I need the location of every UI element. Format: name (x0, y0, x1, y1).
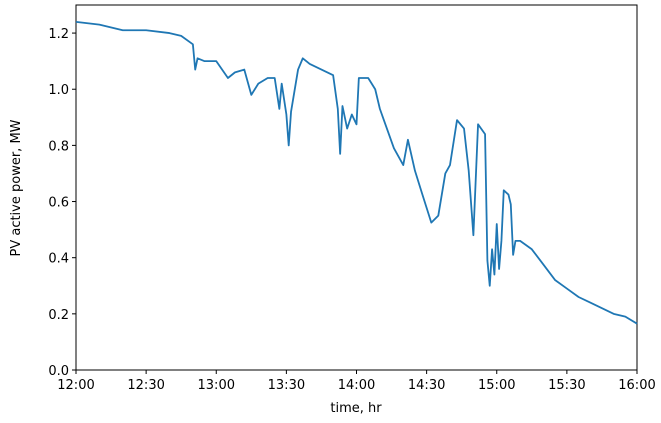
x-tick-label: 12:30 (127, 378, 164, 393)
x-tick-label: 13:30 (268, 378, 305, 393)
data-line (75, 20, 638, 325)
x-tick-label: 15:00 (478, 378, 515, 393)
y-tick-label: 0.4 (48, 252, 69, 267)
y-tick-label: 0.0 (48, 364, 69, 379)
y-tick-label: 0.8 (48, 139, 69, 154)
plot-frame (75, 4, 638, 371)
x-tick-label: 12:00 (57, 378, 94, 393)
x-tick-label: 14:00 (338, 378, 375, 393)
y-tick-label: 1.0 (48, 83, 69, 98)
x-tick-label: 13:00 (198, 378, 235, 393)
y-tick-label: 0.6 (48, 196, 69, 211)
y-axis-label: PV active power, MW (9, 119, 24, 256)
x-tick-label: 16:00 (618, 378, 655, 393)
x-axis-label: time, hr (330, 401, 382, 416)
x-tick-label: 14:30 (408, 378, 445, 393)
y-tick-label: 1.2 (48, 27, 69, 42)
y-tick-label: 0.2 (48, 308, 69, 323)
x-tick-label: 15:30 (548, 378, 585, 393)
